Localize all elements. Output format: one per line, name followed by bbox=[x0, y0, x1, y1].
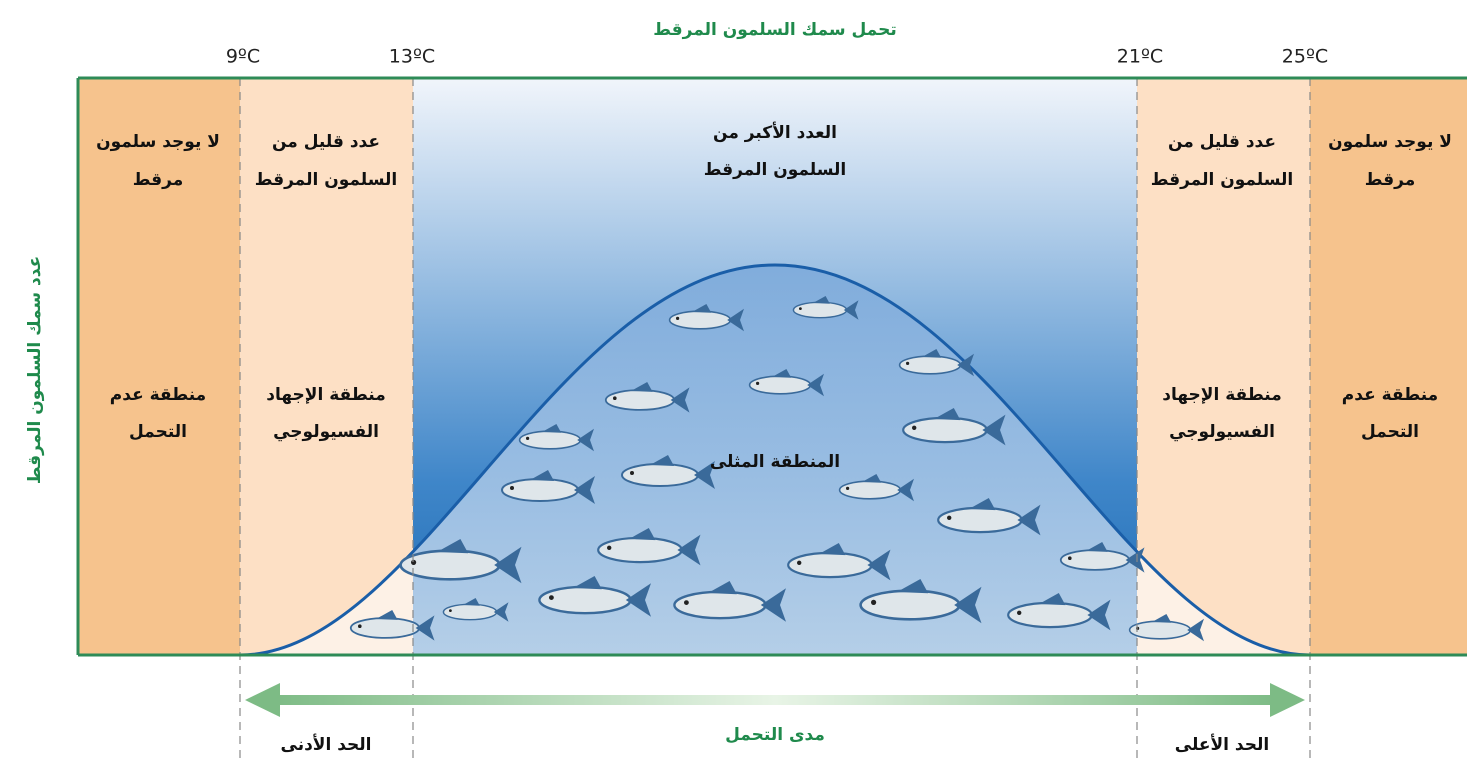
zone-name: منطقة الإجهاد bbox=[1162, 385, 1282, 405]
zone-name: التحمل bbox=[129, 422, 187, 442]
stress-zone bbox=[1137, 78, 1310, 655]
zone-name: منطقة الإجهاد bbox=[266, 385, 386, 405]
zone-label: السلمون المرقط bbox=[255, 170, 397, 190]
zone-name: الفسيولوجي bbox=[1169, 422, 1275, 442]
temperature: 13ºC bbox=[389, 46, 435, 68]
zone-label: السلمون المرقط bbox=[704, 160, 846, 180]
title: تحمل سمك السلمون المرقط bbox=[653, 20, 896, 40]
temperature: 21ºC bbox=[1117, 46, 1163, 68]
zone-label: مرقط bbox=[1365, 170, 1415, 190]
zone-name: الفسيولوجي bbox=[273, 422, 379, 442]
intolerance-zone bbox=[78, 78, 240, 655]
lower-limit: الحد الأدنى bbox=[281, 734, 372, 755]
zone-name: المنطقة المثلى bbox=[710, 452, 840, 472]
zone-label: العدد الأكبر من bbox=[713, 122, 837, 143]
range-label: مدى التحمل bbox=[725, 725, 825, 745]
zone-label: عدد قليل من bbox=[1168, 132, 1276, 152]
zone-label: عدد قليل من bbox=[272, 132, 380, 152]
zone-label: لا يوجد سلمون bbox=[1328, 132, 1452, 152]
zone-label: السلمون المرقط bbox=[1151, 170, 1293, 190]
intolerance-zone bbox=[1310, 78, 1467, 655]
zone-name: منطقة عدم bbox=[110, 385, 206, 405]
temperature: 25ºC bbox=[1282, 46, 1328, 68]
zone-label: مرقط bbox=[133, 170, 183, 190]
y-axis-label: عدد سمك السلمون المرقط bbox=[25, 256, 45, 484]
range-arrow bbox=[245, 683, 1305, 717]
zone-label: لا يوجد سلمون bbox=[96, 132, 220, 152]
zone-name: التحمل bbox=[1361, 422, 1419, 442]
temperature: 9ºC bbox=[226, 46, 260, 68]
stress-zone bbox=[240, 78, 413, 655]
zone-name: منطقة عدم bbox=[1342, 385, 1438, 405]
upper-limit: الحد الأعلى bbox=[1175, 734, 1269, 755]
